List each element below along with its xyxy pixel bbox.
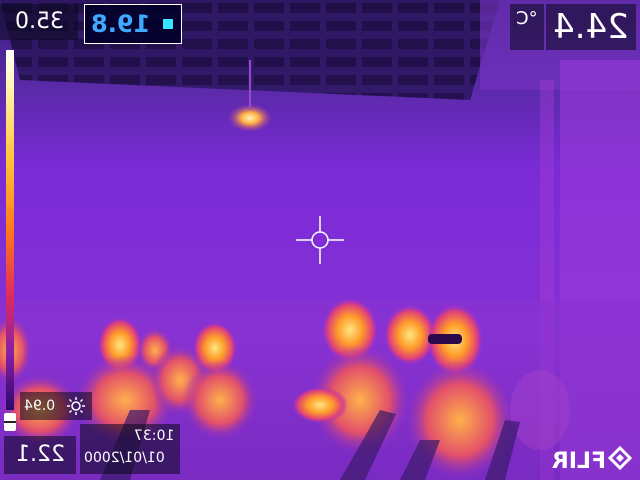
sun-icon: [67, 397, 85, 415]
scale-min-value: 22.1: [15, 442, 65, 467]
scale-max-value: 35.0: [14, 9, 64, 34]
datetime-box: 10:37 01/01/2000: [80, 424, 180, 474]
date-value: 01/01/2000: [84, 450, 165, 466]
scale-max-label: 35.0: [0, 4, 78, 40]
square-icon: [163, 19, 173, 29]
emissivity-box: 0.94: [20, 392, 92, 420]
scale-min-label: 22.1: [4, 436, 76, 474]
time-value: 10:37: [133, 428, 174, 444]
brand-text: FLIR: [552, 449, 606, 474]
center-temperature-value: 24.4: [553, 7, 629, 47]
flir-logo-icon: FLIR: [552, 445, 633, 474]
emissivity-value: 0.94: [24, 398, 56, 414]
spot-measurement-box: 19.8: [84, 4, 182, 44]
center-temperature: 24.4: [546, 4, 636, 50]
crosshair-icon: [296, 216, 344, 264]
unit-value: °C: [516, 8, 538, 29]
spot-value: 19.8: [91, 10, 151, 38]
scale-marker-icon: [4, 413, 16, 431]
unit-label: °C: [510, 4, 544, 50]
color-scale-bar: [6, 50, 14, 410]
